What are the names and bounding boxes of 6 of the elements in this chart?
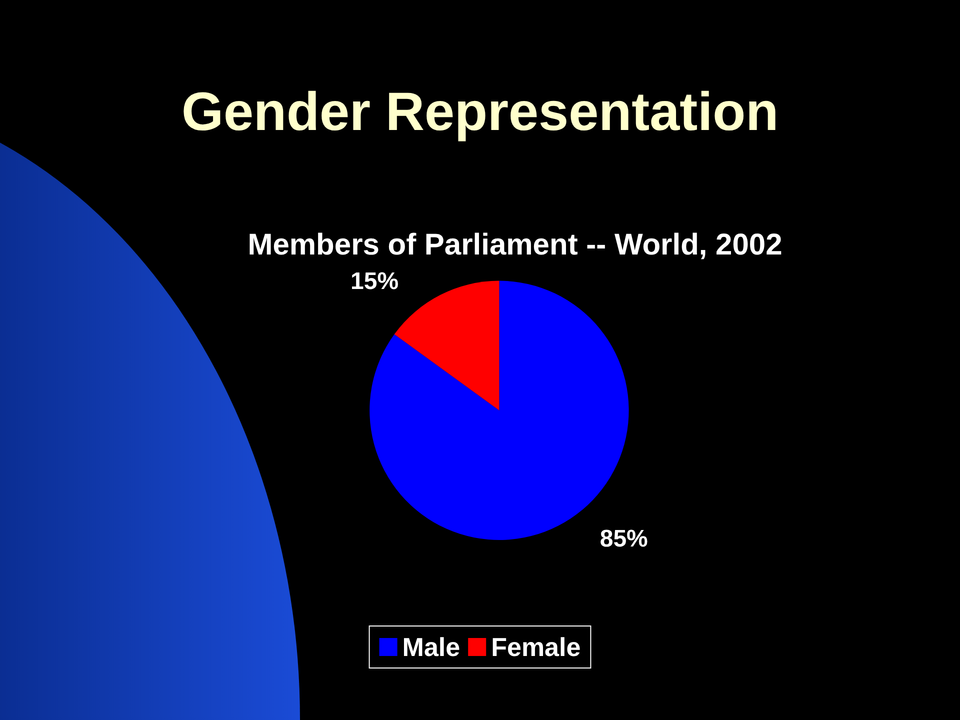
chart-subtitle: Members of Parliament -- World, 2002 <box>248 228 782 262</box>
legend-label: Female <box>491 632 581 662</box>
chart-title: Gender Representation <box>181 82 779 142</box>
data-label: 15% <box>350 268 399 296</box>
data-label: 85% <box>600 526 648 553</box>
legend-label: Male <box>402 632 460 662</box>
